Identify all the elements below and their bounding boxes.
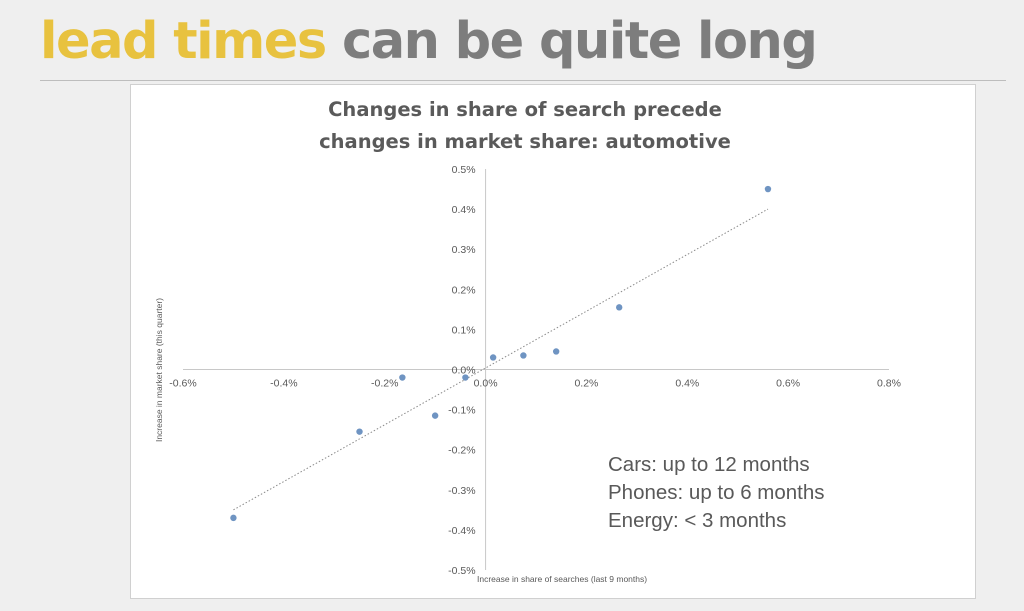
trendline bbox=[233, 208, 769, 511]
chart-panel: Changes in share of search precede chang… bbox=[130, 84, 976, 599]
y-tick-label: 0.2% bbox=[452, 284, 476, 296]
annotation-line-energy: Energy: < 3 months bbox=[608, 509, 787, 532]
data-point bbox=[616, 304, 623, 311]
lead-time-annotation: Cars: up to 12 months Phones: up to 6 mo… bbox=[608, 451, 825, 535]
data-point bbox=[356, 428, 363, 435]
x-tick-label: 0.2% bbox=[574, 378, 598, 390]
data-point bbox=[552, 348, 560, 355]
scatter-chart: Changes in share of search precede chang… bbox=[154, 98, 901, 584]
data-point bbox=[462, 374, 469, 381]
data-point bbox=[431, 412, 439, 419]
x-tick-label: 0.4% bbox=[675, 378, 699, 390]
data-point bbox=[230, 514, 237, 522]
y-tick-label: 0.3% bbox=[452, 244, 476, 256]
y-tick-label: 0.0% bbox=[452, 365, 476, 377]
y-tick-label: 0.1% bbox=[452, 324, 476, 336]
y-tick-label: 0.5% bbox=[452, 164, 476, 176]
x-tick-label: 0.6% bbox=[776, 378, 800, 390]
y-tick-label: 0.4% bbox=[452, 204, 476, 216]
y-axis-label: Increase in market share (this quarter) bbox=[154, 298, 164, 442]
y-tick-label: -0.1% bbox=[448, 405, 475, 417]
data-point bbox=[764, 185, 772, 193]
y-tick-label: -0.3% bbox=[448, 485, 475, 497]
slide-title: lead times can be quite long bbox=[40, 16, 818, 67]
data-point bbox=[489, 354, 497, 361]
title-divider bbox=[40, 80, 1006, 81]
y-tick-label: -0.2% bbox=[448, 445, 475, 457]
data-point bbox=[399, 374, 406, 381]
chart-title-line-1: Changes in share of search precede bbox=[328, 98, 722, 121]
x-tick-label: -0.2% bbox=[371, 378, 398, 390]
x-axis-label: Increase in share of searches (last 9 mo… bbox=[477, 574, 647, 584]
slide-title-rest: can be quite long bbox=[325, 12, 818, 71]
annotation-line-phones: Phones: up to 6 months bbox=[608, 481, 825, 504]
chart-title-line-2: changes in market share: automotive bbox=[319, 130, 731, 153]
y-tick-label: -0.5% bbox=[448, 565, 475, 577]
x-tick-label: -0.4% bbox=[270, 378, 297, 390]
x-tick-label: 0.0% bbox=[474, 378, 498, 390]
data-point bbox=[520, 352, 527, 359]
y-tick-label: -0.4% bbox=[448, 525, 475, 537]
slide-title-highlight: lead times bbox=[40, 12, 327, 71]
x-tick-label: -0.6% bbox=[169, 378, 196, 390]
x-tick-label: 0.8% bbox=[877, 378, 901, 390]
annotation-line-cars: Cars: up to 12 months bbox=[608, 453, 810, 476]
